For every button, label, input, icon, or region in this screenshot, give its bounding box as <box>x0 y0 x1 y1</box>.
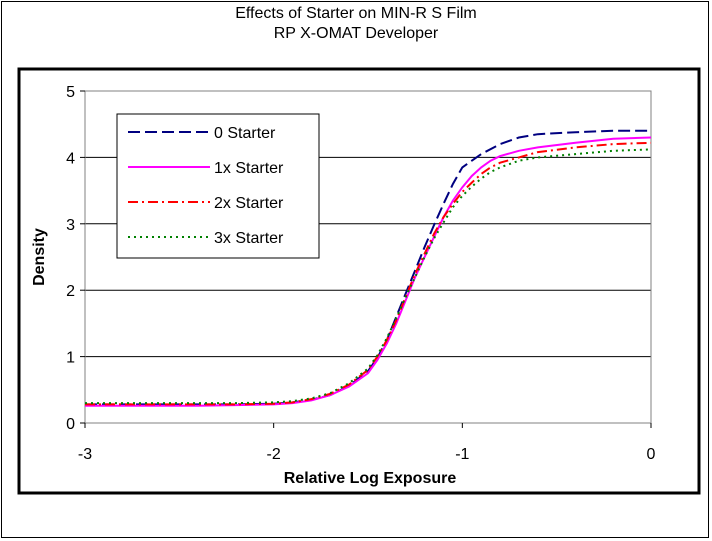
y-tick-label-5: 5 <box>66 84 75 101</box>
chart-title-line-1: Effects of Starter on MIN-R S Film <box>235 5 477 22</box>
legend-label-2: 2x Starter <box>214 195 284 212</box>
legend-label-0: 0 Starter <box>214 125 276 142</box>
plot-area <box>84 90 652 424</box>
y-tick-label-2: 2 <box>66 283 75 300</box>
y-tick-label-0: 0 <box>66 416 75 433</box>
chart-title-line-2: RP X-OMAT Developer <box>273 25 439 42</box>
y-tick-label-4: 4 <box>66 150 75 167</box>
y-tick-label-1: 1 <box>66 350 75 367</box>
x-tick-label-1: -2 <box>267 446 281 463</box>
x-tick-label-2: -1 <box>455 446 469 463</box>
axis-layer: 0 1 2 3 4 5 -3 -2 -1 0 <box>66 84 655 463</box>
x-tick-label-3: 0 <box>647 446 656 463</box>
legend: 0 Starter 1x Starter 2x Starter 3x Starter <box>116 113 320 259</box>
x-axis-label: Relative Log Exposure <box>284 470 457 487</box>
y-tick-label-3: 3 <box>66 217 75 234</box>
legend-label-3: 3x Starter <box>214 230 284 247</box>
y-axis-label: Density <box>31 228 48 286</box>
x-tick-label-0: -3 <box>78 446 92 463</box>
legend-label-1: 1x Starter <box>214 160 284 177</box>
legend-box <box>116 113 320 259</box>
series-layer <box>85 129 652 407</box>
plot-frame <box>17 67 701 495</box>
